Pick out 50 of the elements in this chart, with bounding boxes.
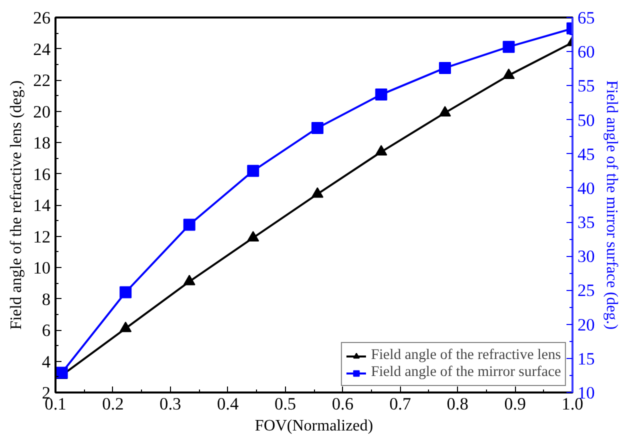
x-axis-title: FOV(Normalized)	[254, 418, 374, 434]
x-tick-label: 0.4	[217, 394, 239, 414]
x-tick-label: 0.3	[160, 394, 182, 414]
point	[120, 286, 132, 298]
y-tick-label: 18	[33, 134, 50, 152]
y-tick-label: 12	[33, 227, 50, 246]
x-tick-label: 0.7	[389, 394, 412, 414]
y2-tick-label: 65	[578, 8, 595, 28]
point	[183, 218, 196, 231]
y-axis-title: Field angle of the refractive lens (deg.)	[8, 80, 26, 330]
y2-tick-label: 55	[578, 76, 595, 96]
point	[120, 322, 132, 332]
y-tick-label: 24	[33, 40, 51, 59]
point	[375, 88, 388, 101]
y-tick-label: 16	[33, 164, 51, 184]
point	[375, 145, 388, 156]
y2-tick-label: 60	[578, 42, 595, 62]
y-tick-label: 14	[33, 196, 51, 215]
y-tick-label: 4	[42, 352, 51, 372]
x-tick-label: 0.6	[332, 394, 354, 414]
y-tick-label: 10	[33, 258, 50, 278]
point	[311, 122, 324, 134]
y2-axis-title: Field angle of the mirror surface (deg.)	[602, 80, 620, 330]
point	[438, 62, 451, 74]
y-tick-label: 6	[42, 321, 51, 340]
x-tick-label: 0.2	[102, 394, 124, 414]
legend-label: Field angle of the mirror surface	[370, 364, 561, 381]
y-tick-label: 8	[42, 290, 51, 309]
y2-tick-label: 50	[578, 110, 595, 130]
point	[438, 106, 451, 116]
y2-tick-label: 15	[578, 349, 595, 368]
point	[311, 187, 324, 198]
y2-tick-label: 40	[578, 178, 595, 198]
point	[247, 230, 260, 242]
x-tick-label: 0.9	[504, 394, 526, 414]
y-tick-label: 26	[33, 8, 51, 28]
point	[247, 164, 260, 177]
x-tick-label: 0.5	[274, 394, 296, 414]
y-tick-label: 20	[33, 102, 50, 122]
y-tick-label: 22	[33, 71, 50, 90]
point	[502, 68, 515, 79]
y2-tick-label: 45	[578, 144, 595, 164]
point	[502, 40, 515, 53]
x-tick-label: 0.8	[446, 394, 468, 414]
y2-tick-label: 20	[578, 315, 595, 334]
point	[183, 274, 196, 286]
y2-tick-label: 30	[578, 247, 595, 266]
y2-tick-label: 35	[578, 213, 595, 232]
legend-label: Field angle of the refractive lens	[370, 347, 561, 364]
y2-tick-label: 25	[578, 281, 595, 300]
